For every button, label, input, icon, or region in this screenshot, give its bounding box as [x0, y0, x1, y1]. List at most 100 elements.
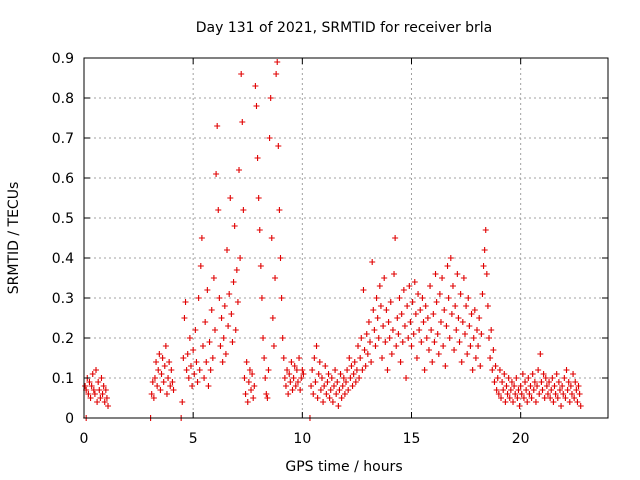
data-point: [460, 275, 467, 281]
x-tick-label: 10: [293, 431, 311, 447]
data-point: [393, 343, 400, 349]
data-point: [472, 355, 479, 361]
data-point: [482, 227, 489, 233]
data-point: [284, 367, 291, 373]
data-point: [167, 383, 174, 389]
data-series-srmtid: [82, 59, 584, 421]
data-point: [186, 335, 193, 341]
data-point: [216, 295, 223, 301]
data-point: [282, 383, 289, 389]
data-point: [87, 395, 94, 401]
data-point: [322, 363, 329, 369]
data-point: [339, 383, 346, 389]
data-point: [513, 375, 520, 381]
data-point: [508, 379, 515, 385]
data-point: [348, 363, 355, 369]
data-point: [326, 395, 333, 401]
data-point: [490, 347, 497, 353]
data-point: [519, 371, 526, 377]
y-tick-label: 0.7: [52, 131, 74, 147]
data-point: [442, 363, 449, 369]
data-point: [435, 351, 442, 357]
data-point: [406, 283, 413, 289]
tick-labels: 0 0.1 0.2 0.3 0.4 0.5 0.6 0.7 0.8 0.9 0 5 10 15 20: [52, 51, 530, 447]
data-point: [291, 363, 298, 369]
data-point: [212, 327, 218, 333]
data-point: [377, 303, 384, 309]
data-point: [290, 375, 297, 381]
data-point: [252, 83, 259, 89]
data-point: [458, 359, 465, 365]
data-point: [428, 327, 435, 333]
data-point: [215, 207, 222, 213]
y-tick-label: 0.2: [52, 331, 74, 347]
data-point: [250, 395, 257, 401]
data-point: [514, 395, 521, 401]
data-point: [461, 331, 468, 337]
data-point: [204, 287, 211, 293]
data-point: [300, 371, 307, 377]
data-point: [524, 399, 531, 405]
data-point: [399, 339, 406, 345]
data-point: [577, 403, 584, 409]
data-point: [449, 283, 456, 289]
data-point: [219, 359, 226, 365]
data-point: [373, 295, 380, 301]
data-point: [433, 299, 440, 305]
data-point: [483, 271, 490, 277]
data-point: [335, 403, 342, 409]
data-point: [102, 387, 109, 393]
data-point: [382, 339, 389, 345]
data-point: [334, 379, 341, 385]
data-point: [554, 395, 561, 401]
data-point: [238, 71, 245, 77]
data-point: [541, 395, 548, 401]
data-point: [246, 367, 253, 373]
data-point: [531, 379, 538, 385]
data-point: [371, 327, 378, 333]
data-point: [278, 295, 285, 301]
data-point: [229, 339, 236, 345]
data-point: [205, 383, 212, 389]
data-point: [355, 343, 362, 349]
data-point: [475, 343, 482, 349]
data-point: [405, 335, 412, 341]
data-point: [165, 375, 172, 381]
data-point: [470, 335, 477, 341]
data-point: [459, 319, 466, 325]
data-point: [467, 343, 474, 349]
data-point: [236, 167, 243, 173]
data-point: [85, 391, 92, 397]
data-point: [536, 391, 543, 397]
data-point: [89, 371, 96, 377]
data-point: [563, 367, 570, 373]
data-point: [231, 223, 238, 229]
data-point: [233, 267, 240, 273]
data-point: [358, 335, 365, 341]
data-point: [351, 359, 358, 365]
data-point: [313, 343, 320, 349]
data-point: [197, 263, 204, 269]
data-point: [341, 391, 348, 397]
data-point: [546, 379, 553, 385]
data-point: [561, 375, 568, 381]
data-point: [193, 359, 200, 365]
data-point: [480, 263, 487, 269]
data-point: [199, 343, 206, 349]
data-point: [214, 123, 221, 129]
data-point: [549, 375, 556, 381]
plot-frame: [83, 57, 609, 419]
data-point: [195, 295, 202, 301]
y-tick-label: 0: [65, 411, 74, 427]
data-point: [320, 399, 327, 405]
data-point: [364, 351, 371, 357]
data-point: [501, 371, 508, 377]
data-point: [558, 403, 565, 409]
data-point: [567, 383, 574, 389]
data-point: [421, 367, 428, 373]
data-point: [226, 291, 233, 297]
data-point: [418, 339, 425, 345]
data-point: [522, 379, 529, 385]
data-point: [191, 371, 198, 377]
data-point: [415, 291, 422, 297]
